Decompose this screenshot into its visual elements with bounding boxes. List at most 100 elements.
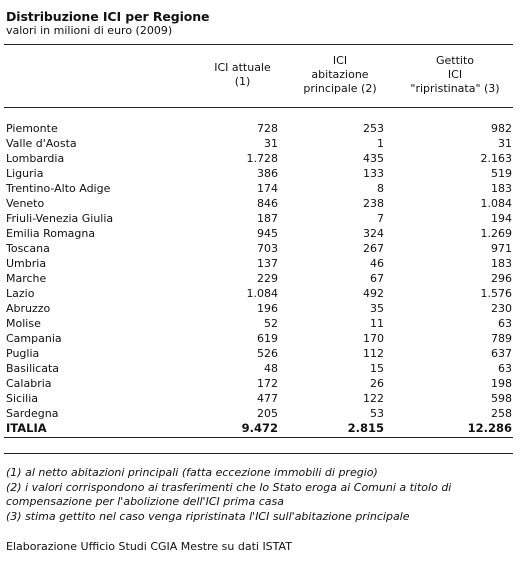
region-cell: Campania xyxy=(6,332,62,345)
region-cell: ITALIA xyxy=(6,421,47,435)
region-cell: Molise xyxy=(6,317,41,330)
gettito-cell: 519 xyxy=(491,167,512,180)
ici-abitazione-cell: 8 xyxy=(377,182,384,195)
ici-abitazione-cell: 112 xyxy=(363,347,384,360)
table-row: Toscana 703 267 971 xyxy=(0,241,528,256)
ici-abitazione-cell: 133 xyxy=(363,167,384,180)
table-row: Calabria 172 26 198 xyxy=(0,376,528,391)
top-rule xyxy=(4,44,513,45)
column-header-ici-attuale: ICI attuale (1) xyxy=(214,61,271,88)
gettito-cell: 296 xyxy=(491,272,512,285)
region-cell: Trentino-Alto Adige xyxy=(6,182,111,195)
gettito-cell: 198 xyxy=(491,377,512,390)
ici-abitazione-cell: 67 xyxy=(370,272,384,285)
table-row: Molise 52 11 63 xyxy=(0,316,528,331)
table-row: Piemonte 728 253 982 xyxy=(0,121,528,136)
table-row: Trentino-Alto Adige 174 8 183 xyxy=(0,181,528,196)
ici-abitazione-cell: 238 xyxy=(363,197,384,210)
ici-attuale-cell: 9.472 xyxy=(241,421,278,435)
ici-attuale-cell: 174 xyxy=(257,182,278,195)
ici-attuale-cell: 1.728 xyxy=(246,152,279,165)
table-row: Sardegna 205 53 258 xyxy=(0,406,528,421)
region-cell: Abruzzo xyxy=(6,302,51,315)
table-row: Liguria 386 133 519 xyxy=(0,166,528,181)
table-row: Lombardia 1.728 435 2.163 xyxy=(0,151,528,166)
note-3: (3) stima gettito nel caso venga riprist… xyxy=(6,509,410,523)
ici-abitazione-cell: 1 xyxy=(377,137,384,150)
table-row: Basilicata 48 15 63 xyxy=(0,361,528,376)
notes: (1) al netto abitazioni principali (fatt… xyxy=(6,466,511,524)
ici-attuale-cell: 172 xyxy=(257,377,278,390)
column-header-gettito: Gettito ICI "ripristinata" (3) xyxy=(410,54,500,95)
region-cell: Veneto xyxy=(6,197,45,210)
bottom-rule xyxy=(4,453,513,454)
ici-abitazione-cell: 53 xyxy=(370,407,384,420)
gettito-cell: 194 xyxy=(491,212,512,225)
region-cell: Liguria xyxy=(6,167,44,180)
gettito-cell: 258 xyxy=(491,407,512,420)
region-cell: Sicilia xyxy=(6,392,38,405)
ici-attuale-cell: 48 xyxy=(264,362,278,375)
region-cell: Piemonte xyxy=(6,122,58,135)
ici-abitazione-cell: 7 xyxy=(377,212,384,225)
source-line: Elaborazione Ufficio Studi CGIA Mestre s… xyxy=(6,540,292,553)
ici-abitazione-cell: 2.815 xyxy=(347,421,384,435)
gettito-cell: 31 xyxy=(498,137,512,150)
table-row: Puglia 526 112 637 xyxy=(0,346,528,361)
ici-abitazione-cell: 35 xyxy=(370,302,384,315)
ici-abitazione-cell: 122 xyxy=(363,392,384,405)
gettito-cell: 12.286 xyxy=(467,421,512,435)
region-cell: Friuli-Venezia Giulia xyxy=(6,212,114,225)
gettito-cell: 598 xyxy=(491,392,512,405)
ici-attuale-cell: 229 xyxy=(257,272,278,285)
header-rule xyxy=(4,107,513,108)
gettito-cell: 2.163 xyxy=(480,152,513,165)
table-row: Campania 619 170 789 xyxy=(0,331,528,346)
ici-attuale-cell: 619 xyxy=(257,332,278,345)
region-cell: Puglia xyxy=(6,347,40,360)
ici-attuale-cell: 703 xyxy=(257,242,278,255)
ici-attuale-cell: 945 xyxy=(257,227,278,240)
region-cell: Sardegna xyxy=(6,407,59,420)
region-cell: Basilicata xyxy=(6,362,60,375)
ici-abitazione-cell: 492 xyxy=(363,287,384,300)
table-row: Lazio 1.084 492 1.576 xyxy=(0,286,528,301)
table-row: Friuli-Venezia Giulia 187 7 194 xyxy=(0,211,528,226)
region-cell: Umbria xyxy=(6,257,47,270)
gettito-cell: 63 xyxy=(498,317,512,330)
ici-abitazione-cell: 46 xyxy=(370,257,384,270)
table-row: Valle d'Aosta 31 1 31 xyxy=(0,136,528,151)
ici-abitazione-cell: 435 xyxy=(363,152,384,165)
ici-abitazione-cell: 15 xyxy=(370,362,384,375)
table-title: Distribuzione ICI per Regione xyxy=(6,9,210,24)
gettito-cell: 183 xyxy=(491,182,512,195)
table-row: Abruzzo 196 35 230 xyxy=(0,301,528,316)
ici-abitazione-cell: 324 xyxy=(363,227,384,240)
region-cell: Valle d'Aosta xyxy=(6,137,77,150)
ici-abitazione-cell: 170 xyxy=(363,332,384,345)
gettito-cell: 637 xyxy=(491,347,512,360)
table-subtitle: valori in milioni di euro (2009) xyxy=(6,24,173,37)
table-row: Marche 229 67 296 xyxy=(0,271,528,286)
column-header-ici-abitazione: ICI abitazione principale (2) xyxy=(303,54,377,95)
ici-attuale-cell: 205 xyxy=(257,407,278,420)
region-cell: Marche xyxy=(6,272,47,285)
region-cell: Emilia Romagna xyxy=(6,227,96,240)
ici-abitazione-cell: 26 xyxy=(370,377,384,390)
ici-attuale-cell: 526 xyxy=(257,347,278,360)
total-row: ITALIA 9.472 2.815 12.286 xyxy=(0,421,528,436)
ici-attuale-cell: 728 xyxy=(257,122,278,135)
note-1: (1) al netto abitazioni principali (fatt… xyxy=(6,466,378,479)
table-row: Veneto 846 238 1.084 xyxy=(0,196,528,211)
ici-attuale-cell: 477 xyxy=(257,392,278,405)
ici-abitazione-cell: 253 xyxy=(363,122,384,135)
gettito-cell: 789 xyxy=(491,332,512,345)
gettito-cell: 63 xyxy=(498,362,512,375)
gettito-cell: 183 xyxy=(491,257,512,270)
ici-attuale-cell: 386 xyxy=(257,167,278,180)
total-rule xyxy=(4,437,513,438)
gettito-cell: 982 xyxy=(491,122,512,135)
region-cell: Lazio xyxy=(6,287,35,300)
region-cell: Toscana xyxy=(6,242,50,255)
gettito-cell: 230 xyxy=(491,302,512,315)
